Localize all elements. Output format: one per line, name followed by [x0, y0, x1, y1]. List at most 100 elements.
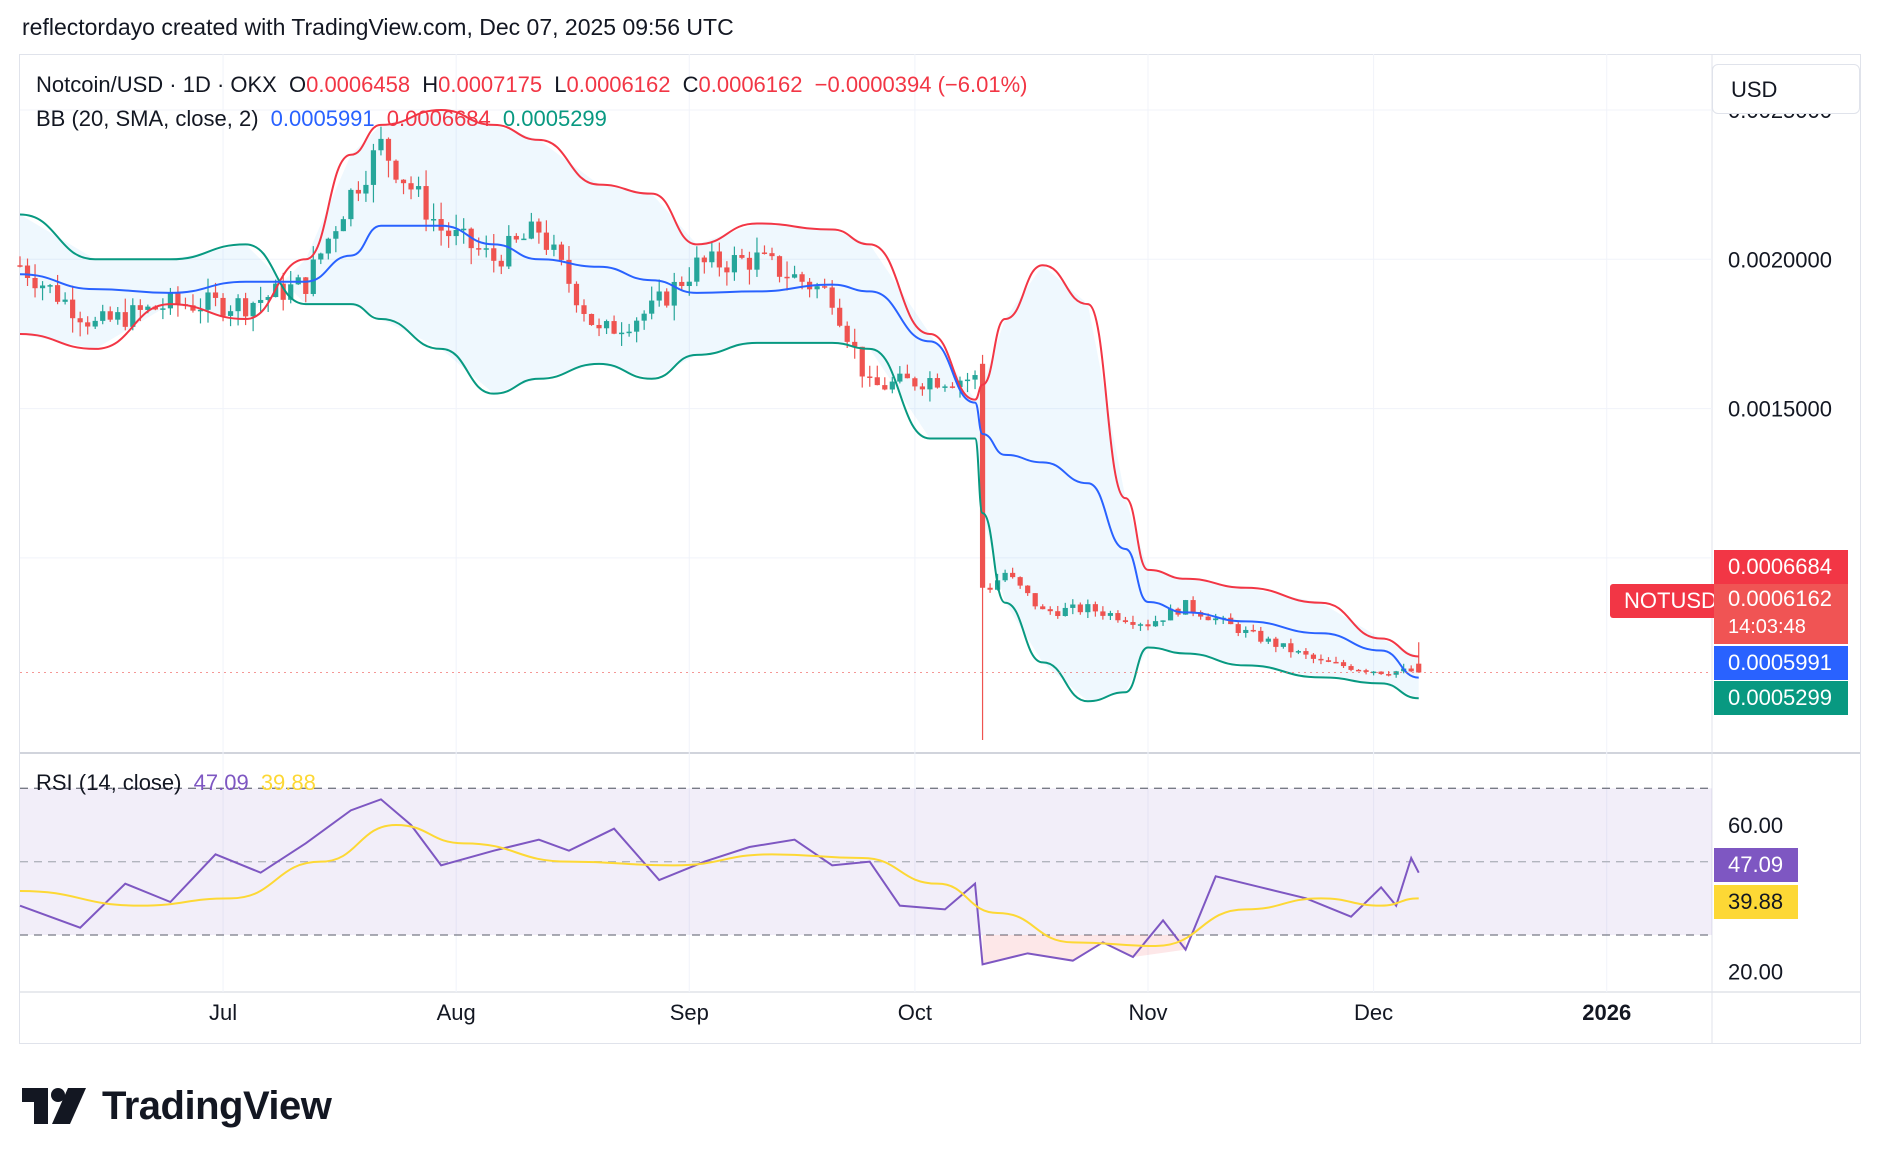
bb-title[interactable]: BB (20, SMA, close, 2): [36, 106, 259, 131]
candle-body: [942, 386, 948, 388]
candle-body: [634, 320, 640, 332]
candle-body: [588, 313, 595, 325]
close-label: C: [682, 72, 699, 97]
bb-basis-tag: 0.0005991: [1714, 646, 1848, 680]
symbol-title[interactable]: Notcoin/USD · 1D · OKX: [36, 72, 277, 97]
candle-body: [303, 277, 309, 294]
candle-body: [1213, 618, 1219, 621]
bb-band-fill: [20, 110, 1419, 702]
tradingview-logo[interactable]: TradingView: [22, 1082, 332, 1130]
rsi-legend: RSI (14, close) 47.09 39.88: [36, 770, 322, 796]
candle-body: [731, 255, 737, 273]
candle-body: [1092, 604, 1098, 612]
candle-body: [385, 138, 392, 161]
candle-body: [528, 221, 534, 239]
candle-body: [543, 232, 549, 250]
candle-body: [115, 312, 121, 320]
candle-body: [641, 313, 647, 321]
bb-lower-value: 0.0005299: [502, 106, 607, 131]
candle-body: [55, 285, 61, 302]
candle-body: [107, 311, 113, 320]
candle-body: [844, 325, 850, 342]
candle-body: [551, 244, 557, 250]
x-axis-tick-label: Jul: [209, 1000, 237, 1025]
candle-body: [1010, 572, 1016, 578]
candle-body: [1340, 662, 1347, 667]
candle-body: [92, 320, 98, 327]
candle-body: [927, 378, 933, 390]
candle-body: [250, 302, 256, 317]
candle-body: [205, 292, 211, 310]
candle-body: [964, 379, 971, 382]
candle-body: [1100, 611, 1106, 616]
candle-body: [776, 256, 783, 277]
candle-body: [709, 251, 715, 263]
candle-body: [483, 248, 489, 250]
candle-body: [1070, 604, 1076, 608]
x-axis-tick-label: Nov: [1128, 1000, 1167, 1025]
candle-body: [972, 375, 978, 380]
candle-body: [1318, 658, 1324, 661]
candle-body: [603, 321, 610, 329]
x-axis-tick-label: 2026: [1582, 1000, 1631, 1025]
candle-body: [265, 297, 271, 300]
currency-unit-button[interactable]: USD: [1712, 64, 1860, 114]
bb-lower-line: [19, 213, 1419, 703]
change-value: −0.0000394 (−6.01%): [814, 72, 1028, 97]
ohlc-legend: Notcoin/USD · 1D · OKX O0.0006458 H0.000…: [36, 72, 1033, 98]
candle-body: [784, 276, 790, 279]
rsi-ma-line: [19, 823, 1419, 948]
candle-body: [791, 274, 798, 278]
rsi-title[interactable]: RSI (14, close): [36, 770, 182, 795]
candle-body: [1363, 670, 1369, 672]
candle-body: [1250, 629, 1256, 632]
candle-body: [400, 179, 407, 184]
candle-body: [912, 378, 918, 387]
candle-body: [100, 311, 106, 321]
candle-body: [934, 378, 941, 388]
candle-body: [220, 297, 226, 316]
price-axis-tick-label: 0.0020000: [1728, 247, 1832, 272]
rsi-axis-tick-label: 60.00: [1728, 813, 1783, 838]
bb-lower-tag: 0.0005299: [1714, 681, 1848, 715]
candle-body: [1130, 622, 1136, 625]
candle-body: [769, 253, 775, 257]
candle-body: [1077, 604, 1083, 613]
candle-body: [1145, 624, 1151, 627]
candle-body: [77, 318, 83, 323]
bar-countdown: 14:03:48: [1728, 616, 1806, 638]
chart-frame: [19, 54, 1861, 1044]
candle-body: [581, 305, 587, 314]
candle-body: [1273, 638, 1279, 647]
candle-body: [453, 229, 459, 237]
bb-legend: BB (20, SMA, close, 2) 0.0005991 0.00066…: [36, 106, 613, 132]
candle-body: [904, 373, 910, 379]
candle-body: [160, 308, 166, 310]
candle-body: [1325, 660, 1332, 662]
candle-body: [1243, 629, 1249, 633]
candle-body: [363, 184, 369, 194]
candle-body: [1055, 611, 1061, 617]
candle-body: [536, 221, 542, 233]
candle-body: [619, 332, 625, 335]
rsi-tag: 47.09: [1714, 848, 1798, 882]
candle-body: [197, 309, 204, 312]
candle-body: [739, 255, 745, 258]
candle-body: [408, 183, 414, 190]
candle-body: [754, 252, 760, 270]
last-price-value: 0.0006162: [1728, 586, 1832, 611]
rsi-value: 47.09: [193, 770, 249, 795]
candle-body: [190, 305, 196, 311]
candle-body: [446, 230, 452, 237]
candle-body: [1115, 613, 1121, 621]
candle-body: [626, 331, 632, 334]
candle-body: [310, 259, 316, 294]
candle-body: [227, 311, 234, 316]
candle-body: [1288, 643, 1294, 653]
rsi-ma-tag: 39.88: [1714, 885, 1798, 919]
candle-body: [461, 228, 467, 231]
candle-body: [85, 322, 91, 327]
candle-body: [1025, 585, 1031, 594]
candle-body: [859, 346, 865, 377]
